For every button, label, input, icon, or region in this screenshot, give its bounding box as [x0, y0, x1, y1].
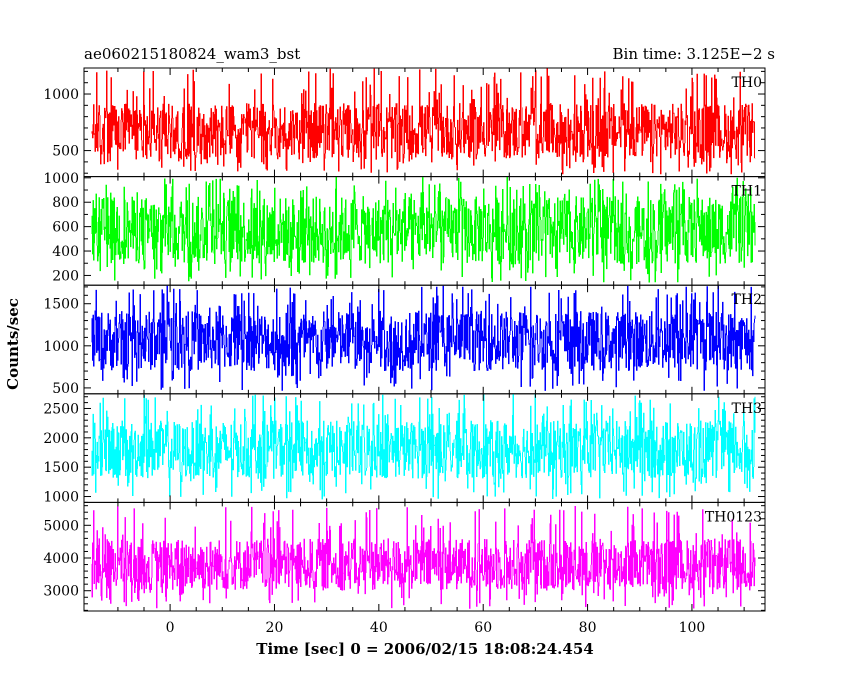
series-name-th1: TH1: [732, 184, 762, 200]
y-tick-label: 2500: [43, 401, 79, 417]
panel-th0123: 3000 4000 5000 TH0123: [43, 501, 766, 612]
y-tick-label: 800: [52, 195, 79, 211]
y-tick-label: 1000: [43, 490, 79, 506]
series-name-th2: TH2: [732, 292, 762, 308]
y-axis-label: Counts/sec: [4, 298, 22, 390]
chart-title-left: ae060215180824_wam3_bst: [84, 45, 300, 63]
panel-th0: 500 1000 TH0: [43, 67, 766, 178]
y-tick-label: 400: [52, 244, 79, 260]
y-tick-label: 3000: [43, 584, 79, 600]
chart-title-right: Bin time: 3.125E−2 s: [613, 45, 775, 63]
x-axis-label: Time [sec] 0 = 2006/02/15 18:08:24.454: [256, 640, 593, 658]
y-tick-label: 2000: [43, 431, 79, 447]
panel-th2: 500 1000 1500 TH2: [43, 284, 766, 397]
y-tick-label: 1000: [43, 87, 79, 103]
series-line-th1: [91, 176, 756, 283]
panel-frame: [83, 501, 766, 612]
x-tick-label: 40: [370, 620, 388, 636]
series-name-th3: TH3: [732, 401, 762, 417]
x-tick-label: 60: [474, 620, 492, 636]
panel-th1: 200 400 600 800 1000 TH1: [43, 171, 766, 286]
panels-group: 5001000TH02004006008001000TH150010001500…: [43, 67, 766, 636]
y-tick-label: 5000: [43, 518, 79, 534]
y-tick-label: 1000: [43, 171, 79, 187]
y-tick-label: 500: [52, 381, 79, 397]
series-line-th2: [91, 285, 756, 391]
series-line-th3: [91, 394, 756, 500]
x-tick-label: 0: [166, 620, 175, 636]
series-line-th0123: [91, 506, 756, 609]
y-tick-label: 1500: [43, 297, 79, 313]
panel-th3: 1000 1500 2000 2500 TH3: [43, 393, 766, 506]
series-name-th0: TH0: [732, 75, 762, 91]
y-tick-label: 200: [52, 268, 79, 284]
y-tick-label: 1000: [43, 339, 79, 355]
series-line-th0: [91, 68, 756, 175]
x-tick-label: 20: [266, 620, 284, 636]
y-tick-label: 4000: [43, 551, 79, 567]
y-tick-label: 500: [52, 144, 79, 160]
x-tick-label: 80: [579, 620, 597, 636]
series-name-th0123: TH0123: [705, 509, 762, 525]
y-tick-label: 600: [52, 220, 79, 236]
y-tick-label: 1500: [43, 460, 79, 476]
x-tick-label: 100: [679, 620, 706, 636]
